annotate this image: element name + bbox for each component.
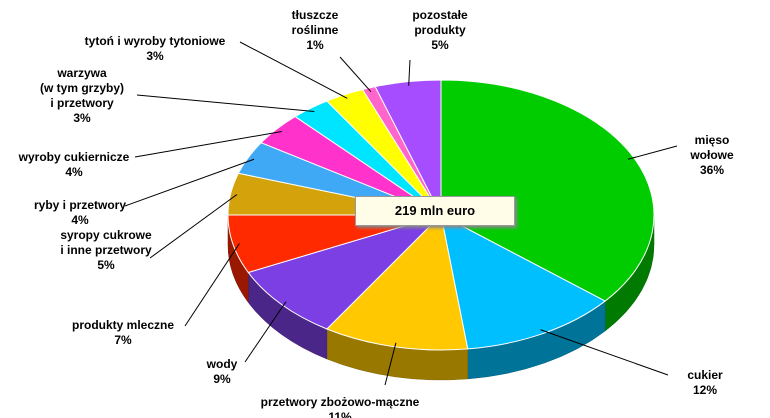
- value-label: 36%: [699, 163, 725, 177]
- value-label: 5%: [97, 258, 115, 272]
- slice-label: cukier: [687, 368, 723, 382]
- slice: [374, 79, 442, 216]
- leader-line: [627, 145, 678, 160]
- value-label: 7%: [114, 333, 132, 347]
- slice-label: wyroby cukiernicze: [18, 150, 130, 164]
- leader-line: [408, 59, 411, 86]
- value-label: 3%: [146, 49, 164, 63]
- value-label: 5%: [431, 38, 449, 52]
- leader-line: [339, 56, 372, 93]
- slice-label: warzywa (w tym grzyby) i przetwory: [39, 66, 125, 110]
- slice-label: tłuszcze roślinne: [291, 8, 339, 37]
- total-label: 219 mln euro: [355, 196, 515, 226]
- leader-line: [239, 41, 348, 99]
- slice-label: wody: [206, 357, 238, 371]
- value-label: 11%: [328, 410, 352, 418]
- slice-label: przetwory zbożowo-mączne: [260, 395, 420, 409]
- leader-line: [184, 243, 240, 327]
- slice-label: tytoń i wyroby tytoniowe: [84, 34, 226, 48]
- value-label: 9%: [213, 372, 231, 386]
- leader-line: [540, 329, 669, 376]
- leader-line: [384, 342, 397, 386]
- slice-label: syropy cukrowe i inne przetwory: [60, 228, 152, 257]
- slice: [247, 214, 442, 330]
- value-label: 3%: [73, 111, 91, 125]
- value-label: 4%: [65, 165, 83, 179]
- leader-line: [244, 301, 287, 363]
- leader-line: [124, 158, 255, 207]
- slice: [440, 214, 607, 350]
- slice-label: produkty mleczne: [71, 318, 175, 332]
- value-label: 12%: [692, 383, 718, 397]
- leader-line: [134, 131, 282, 158]
- value-label: 1%: [306, 38, 324, 52]
- slice-label: mięso wołowe: [690, 133, 734, 162]
- leader-line: [136, 94, 315, 113]
- slice-label: ryby i przetwory: [33, 198, 127, 212]
- leader-line: [149, 194, 238, 259]
- value-label: 4%: [71, 213, 89, 227]
- slice-label: pozostałe produkty: [412, 8, 468, 37]
